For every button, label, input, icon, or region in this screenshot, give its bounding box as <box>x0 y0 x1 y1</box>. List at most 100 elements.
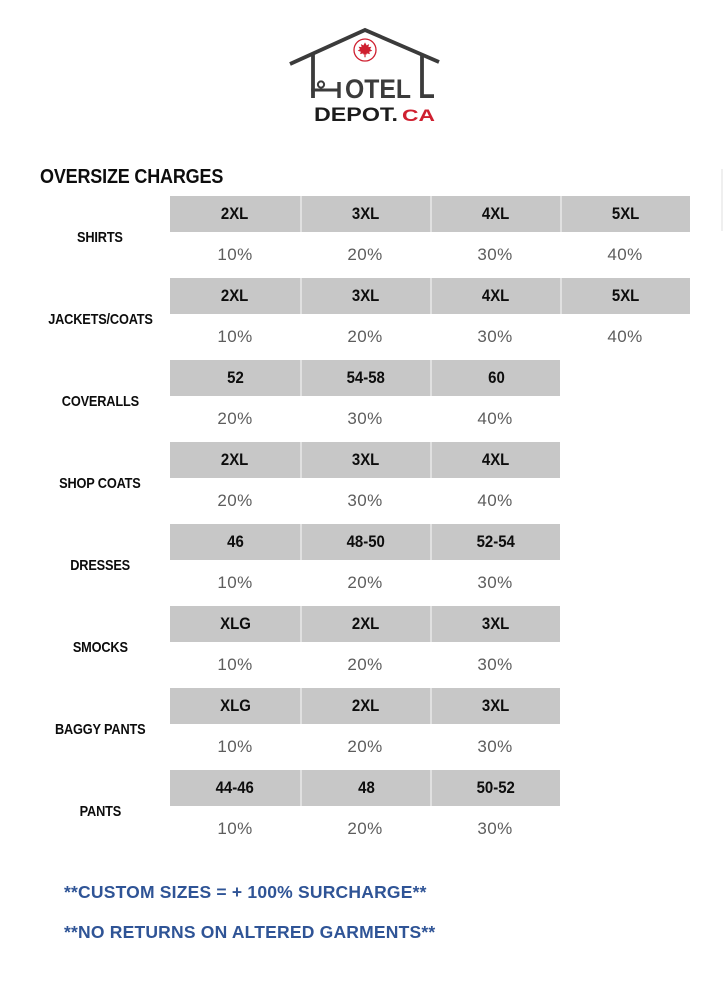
size-header-text: 52 <box>226 368 244 387</box>
charge-cell: 30% <box>477 819 513 838</box>
size-header-text: 2XL <box>352 614 380 633</box>
page-root: OTEL DEPOT. CA OVERSIZE CHARGES SHIRTS 2X… <box>0 19 726 995</box>
size-header-cell: 2XL <box>300 606 430 642</box>
table-section: JACKETS/COATS 2XL 3XL 4XL 5XL 10% 20% 30% 40% <box>0 278 726 360</box>
row-label-text: SMOCKS <box>72 638 128 656</box>
size-header-cell: 48-50 <box>300 524 430 560</box>
size-header-row: 2XL 3XL 4XL 5XL <box>170 196 690 232</box>
size-header-cell: 2XL <box>170 442 300 478</box>
section-columns: 2XL 3XL 4XL 5XL 10% 20% 30% 40% <box>170 196 690 278</box>
size-header-cell: 5XL <box>560 278 690 314</box>
row-label: COVERALLS <box>0 360 170 442</box>
charge-cell: 30% <box>347 491 383 510</box>
charge-cell: 10% <box>217 327 253 346</box>
size-header-text: XLG <box>219 614 251 633</box>
page-title-text: OVERSIZE CHARGES <box>40 166 224 188</box>
charge-cell: 30% <box>347 409 383 428</box>
size-header-cell: 3XL <box>300 196 430 232</box>
charge-cell: 20% <box>217 409 253 428</box>
row-label: SMOCKS <box>0 606 170 688</box>
size-header-cell: 3XL <box>430 606 560 642</box>
row-label-text: SHIRTS <box>77 228 123 246</box>
charge-row: 10% 20% 30% <box>170 642 560 688</box>
size-header-cell: 4XL <box>430 442 560 478</box>
charge-cell: 20% <box>347 655 383 674</box>
size-header-row: 2XL 3XL 4XL 5XL <box>170 278 690 314</box>
charge-cell: 20% <box>347 327 383 346</box>
size-header-cell: 60 <box>430 360 560 396</box>
charge-row: 10% 20% 30% <box>170 560 560 606</box>
size-header-text: 60 <box>487 368 505 387</box>
size-header-row: 46 48-50 52-54 <box>170 524 560 560</box>
size-header-cell: 48 <box>300 770 430 806</box>
hoteldepot-logo: OTEL DEPOT. CA <box>282 19 444 131</box>
row-label: JACKETS/COATS <box>0 278 170 360</box>
size-header-cell: 52-54 <box>430 524 560 560</box>
charge-cell: 10% <box>217 655 253 674</box>
charge-cell: 20% <box>347 819 383 838</box>
charge-cell: 10% <box>217 573 253 592</box>
section-columns: 52 54-58 60 20% 30% 40% <box>170 360 560 442</box>
size-header-cell: 5XL <box>560 196 690 232</box>
charge-cell: 40% <box>477 491 513 510</box>
size-header-text: XLG <box>219 696 251 715</box>
size-header-text: 48 <box>357 778 375 797</box>
size-header-text: 46 <box>226 532 244 551</box>
size-header-cell: XLG <box>170 688 300 724</box>
size-header-row: XLG 2XL 3XL <box>170 688 560 724</box>
letter-l-wall-icon <box>420 54 434 98</box>
size-header-text: 3XL <box>352 286 380 305</box>
size-header-text: 4XL <box>482 286 510 305</box>
charge-row: 10% 20% 30% <box>170 724 560 770</box>
size-header-text: 5XL <box>612 204 640 223</box>
maple-leaf-icon <box>353 38 377 62</box>
charge-cell: 20% <box>347 245 383 264</box>
size-header-cell: 2XL <box>170 278 300 314</box>
right-edge-mark <box>721 169 723 231</box>
charge-cell: 10% <box>217 245 253 264</box>
table-section: SHOP COATS 2XL 3XL 4XL 20% 30% 40% <box>0 442 726 524</box>
house-roof-icon <box>289 27 440 66</box>
row-label: PANTS <box>0 770 170 852</box>
note-no-returns: **NO RETURNS ON ALTERED GARMENTS** <box>64 922 436 942</box>
notes: **CUSTOM SIZES = + 100% SURCHARGE** **NO… <box>64 881 726 944</box>
section-columns: 44-46 48 50-52 10% 20% 30% <box>170 770 560 852</box>
charge-cell: 20% <box>347 737 383 756</box>
section-columns: 2XL 3XL 4XL 20% 30% 40% <box>170 442 560 524</box>
size-header-cell: 50-52 <box>430 770 560 806</box>
size-header-row: 44-46 48 50-52 <box>170 770 560 806</box>
size-header-row: 2XL 3XL 4XL <box>170 442 560 478</box>
charge-cell: 20% <box>217 491 253 510</box>
size-header-cell: 4XL <box>430 196 560 232</box>
size-header-text: 48-50 <box>346 532 386 551</box>
size-header-cell: 2XL <box>300 688 430 724</box>
size-header-text: 44-46 <box>215 778 255 797</box>
charge-cell: 10% <box>217 819 253 838</box>
size-header-cell: 52 <box>170 360 300 396</box>
size-header-text: 3XL <box>352 204 380 223</box>
size-header-text: 50-52 <box>476 778 516 797</box>
logo-text-ca: CA <box>402 107 435 125</box>
size-header-text: 54-58 <box>346 368 386 387</box>
size-header-text: 2XL <box>221 204 249 223</box>
size-header-text: 2XL <box>221 450 249 469</box>
table-section: SMOCKS XLG 2XL 3XL 10% 20% 30% <box>0 606 726 688</box>
row-label-text: COVERALLS <box>61 392 139 410</box>
size-header-text: 52-54 <box>476 532 516 551</box>
table-section: BAGGY PANTS XLG 2XL 3XL 10% 20% 30% <box>0 688 726 770</box>
size-header-text: 3XL <box>482 614 510 633</box>
charge-row: 10% 20% 30% 40% <box>170 314 690 360</box>
page-title: OVERSIZE CHARGES <box>40 166 726 188</box>
row-label-text: BAGGY PANTS <box>54 720 146 738</box>
section-columns: 2XL 3XL 4XL 5XL 10% 20% 30% 40% <box>170 278 690 360</box>
note-custom-sizes: **CUSTOM SIZES = + 100% SURCHARGE** <box>64 882 427 902</box>
size-header-cell: 46 <box>170 524 300 560</box>
oversize-table: SHIRTS 2XL 3XL 4XL 5XL 10% 20% 30% 40% JACKETS/CO… <box>0 196 726 852</box>
row-label-text: DRESSES <box>70 556 130 574</box>
bed-h-icon <box>311 53 341 98</box>
size-header-text: 4XL <box>482 204 510 223</box>
size-header-text: 3XL <box>482 696 510 715</box>
hoteldepot-logo-svg: OTEL DEPOT. CA <box>289 27 440 126</box>
charge-cell: 40% <box>607 245 643 264</box>
charge-cell: 30% <box>477 327 513 346</box>
